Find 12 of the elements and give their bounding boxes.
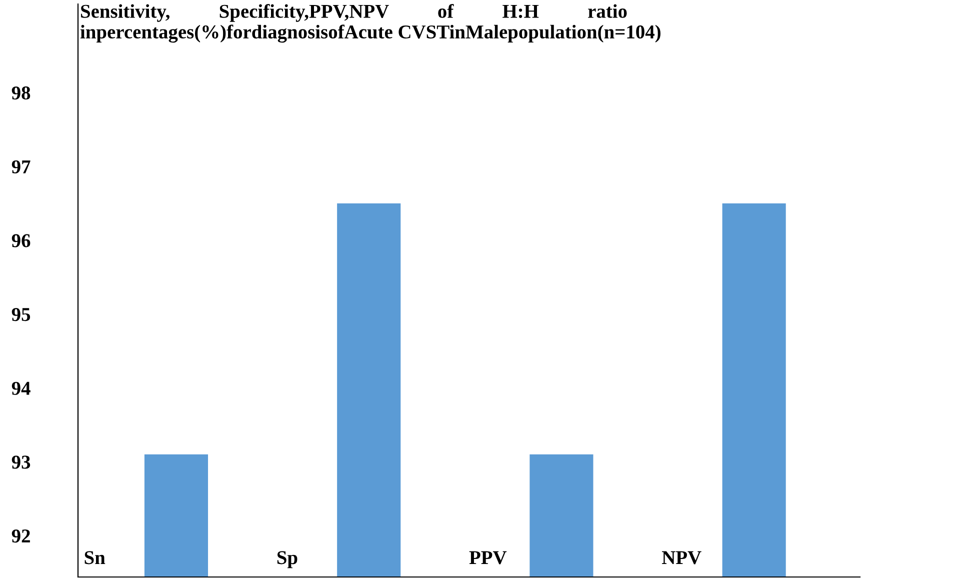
chart-title: Sensitivity, Specificity,PPV,NPV of H:H ratio inpercentages(%)fordiagnosisofAcute CVSTinMalepopulation(n=104) xyxy=(80,4,660,43)
y-tick-label: 95 xyxy=(12,308,30,322)
y-tick-label: 93 xyxy=(12,456,30,469)
x-tick-label: PPV xyxy=(469,551,507,564)
y-tick-label: 94 xyxy=(12,382,30,395)
y-tick-label: 96 xyxy=(12,234,30,248)
y-tick-label: 97 xyxy=(12,160,30,174)
x-tick-label: Sp xyxy=(277,551,298,568)
y-tick-label: 92 xyxy=(12,530,30,543)
x-tick-label: Sn xyxy=(84,551,106,564)
x-tick-label: NPV xyxy=(662,551,702,564)
y-tick-label: 98 xyxy=(12,86,30,100)
